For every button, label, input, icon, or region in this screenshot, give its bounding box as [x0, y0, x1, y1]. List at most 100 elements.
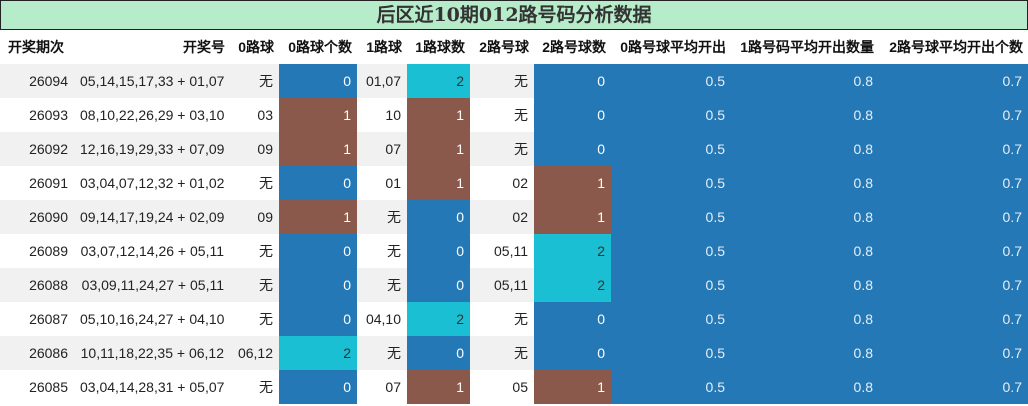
route2-avg-cell: 0.7: [879, 98, 1028, 132]
route0-cell: 03: [230, 98, 279, 132]
table-row: 26085 03,04,14,28,31 + 05,07 无 0 07 1 05 1 0.5 0.…: [0, 370, 1028, 404]
table-row: 26091 03,04,07,12,32 + 01,02 无 0 01 1 02 1 0.5 0.…: [0, 166, 1028, 200]
route2-cell: 无: [470, 132, 534, 166]
route1-avg-cell: 0.8: [731, 268, 879, 302]
route0-avg-cell: 0.5: [611, 200, 731, 234]
issue-cell: 26085: [0, 370, 74, 404]
draw-cell: 03,07,12,14,26 + 05,11: [74, 234, 230, 268]
route0-count-cell: 0: [279, 268, 357, 302]
route0-count-cell: 0: [279, 302, 357, 336]
route0-avg-cell: 0.5: [611, 64, 731, 98]
route1-count-cell: 2: [407, 302, 470, 336]
route1-cell: 无: [357, 336, 407, 370]
route0-count-cell: 0: [279, 64, 357, 98]
draw-cell: 08,10,22,26,29 + 03,10: [74, 98, 230, 132]
route0-cell: 06,12: [230, 336, 279, 370]
analysis-table: 开奖期次 开奖号 0路球 0路球个数 1路球 1路球数 2路号球 2路号球数 0…: [0, 30, 1028, 404]
draw-cell: 05,14,15,17,33 + 01,07: [74, 64, 230, 98]
route0-cell: 无: [230, 268, 279, 302]
route0-cell: 无: [230, 166, 279, 200]
route1-cell: 10: [357, 98, 407, 132]
route1-count-cell: 0: [407, 268, 470, 302]
table-row: 26094 05,14,15,17,33 + 01,07 无 0 01,07 2 无 0 0.5…: [0, 64, 1028, 98]
draw-cell: 03,04,14,28,31 + 05,07: [74, 370, 230, 404]
route1-cell: 07: [357, 132, 407, 166]
route0-count-cell: 0: [279, 370, 357, 404]
header-route1-avg: 1路号码平均开出数量: [731, 30, 879, 64]
header-route0-avg: 0路号球平均开出: [611, 30, 731, 64]
route2-count-cell: 2: [534, 234, 611, 268]
route1-cell: 01: [357, 166, 407, 200]
route1-avg-cell: 0.8: [731, 166, 879, 200]
header-route1: 1路球: [357, 30, 407, 64]
table-row: 26088 03,09,11,24,27 + 05,11 无 0 无 0 05,11 2 0.5…: [0, 268, 1028, 302]
route0-cell: 无: [230, 234, 279, 268]
issue-cell: 26091: [0, 166, 74, 200]
table-row: 26092 12,16,19,29,33 + 07,09 09 1 07 1 无 0 0.5 0.…: [0, 132, 1028, 166]
issue-cell: 26092: [0, 132, 74, 166]
route0-count-cell: 1: [279, 200, 357, 234]
route0-cell: 无: [230, 370, 279, 404]
draw-cell: 12,16,19,29,33 + 07,09: [74, 132, 230, 166]
route2-cell: 无: [470, 302, 534, 336]
route1-cell: 无: [357, 268, 407, 302]
route2-cell: 05: [470, 370, 534, 404]
route1-avg-cell: 0.8: [731, 336, 879, 370]
route2-avg-cell: 0.7: [879, 302, 1028, 336]
route1-avg-cell: 0.8: [731, 234, 879, 268]
issue-cell: 26087: [0, 302, 74, 336]
issue-cell: 26093: [0, 98, 74, 132]
route0-avg-cell: 0.5: [611, 336, 731, 370]
route0-cell: 09: [230, 200, 279, 234]
header-route2-avg: 2路号球平均开出个数: [879, 30, 1028, 64]
route2-count-cell: 0: [534, 336, 611, 370]
route1-avg-cell: 0.8: [731, 98, 879, 132]
route2-avg-cell: 0.7: [879, 200, 1028, 234]
issue-cell: 26088: [0, 268, 74, 302]
route2-count-cell: 1: [534, 370, 611, 404]
route1-cell: 01,07: [357, 64, 407, 98]
route1-count-cell: 0: [407, 200, 470, 234]
table-row: 26093 08,10,22,26,29 + 03,10 03 1 10 1 无 0 0.5 0.…: [0, 98, 1028, 132]
route0-count-cell: 2: [279, 336, 357, 370]
route2-avg-cell: 0.7: [879, 234, 1028, 268]
issue-cell: 26090: [0, 200, 74, 234]
route1-count-cell: 1: [407, 98, 470, 132]
route1-avg-cell: 0.8: [731, 64, 879, 98]
draw-cell: 09,14,17,19,24 + 02,09: [74, 200, 230, 234]
route2-cell: 05,11: [470, 268, 534, 302]
table-row: 26087 05,10,16,24,27 + 04,10 无 0 04,10 2 无 0 0.5…: [0, 302, 1028, 336]
route0-avg-cell: 0.5: [611, 166, 731, 200]
route2-cell: 无: [470, 336, 534, 370]
route2-cell: 无: [470, 64, 534, 98]
route1-avg-cell: 0.8: [731, 200, 879, 234]
route2-avg-cell: 0.7: [879, 370, 1028, 404]
draw-cell: 05,10,16,24,27 + 04,10: [74, 302, 230, 336]
route1-cell: 无: [357, 200, 407, 234]
table-row: 26089 03,07,12,14,26 + 05,11 无 0 无 0 05,11 2 0.5…: [0, 234, 1028, 268]
route2-avg-cell: 0.7: [879, 132, 1028, 166]
header-route0: 0路球: [230, 30, 279, 64]
route0-avg-cell: 0.5: [611, 98, 731, 132]
header-draw: 开奖号: [74, 30, 230, 64]
route0-avg-cell: 0.5: [611, 132, 731, 166]
header-route2-count: 2路号球数: [534, 30, 611, 64]
route2-count-cell: 0: [534, 98, 611, 132]
route2-cell: 02: [470, 166, 534, 200]
route2-cell: 05,11: [470, 234, 534, 268]
route1-count-cell: 2: [407, 64, 470, 98]
route1-avg-cell: 0.8: [731, 132, 879, 166]
route1-count-cell: 1: [407, 132, 470, 166]
route0-avg-cell: 0.5: [611, 234, 731, 268]
route0-cell: 09: [230, 132, 279, 166]
route1-count-cell: 1: [407, 166, 470, 200]
route1-avg-cell: 0.8: [731, 302, 879, 336]
route2-count-cell: 1: [534, 200, 611, 234]
route1-count-cell: 0: [407, 336, 470, 370]
route0-count-cell: 0: [279, 234, 357, 268]
route2-count-cell: 2: [534, 268, 611, 302]
route2-count-cell: 0: [534, 64, 611, 98]
draw-cell: 03,04,07,12,32 + 01,02: [74, 166, 230, 200]
route1-cell: 04,10: [357, 302, 407, 336]
